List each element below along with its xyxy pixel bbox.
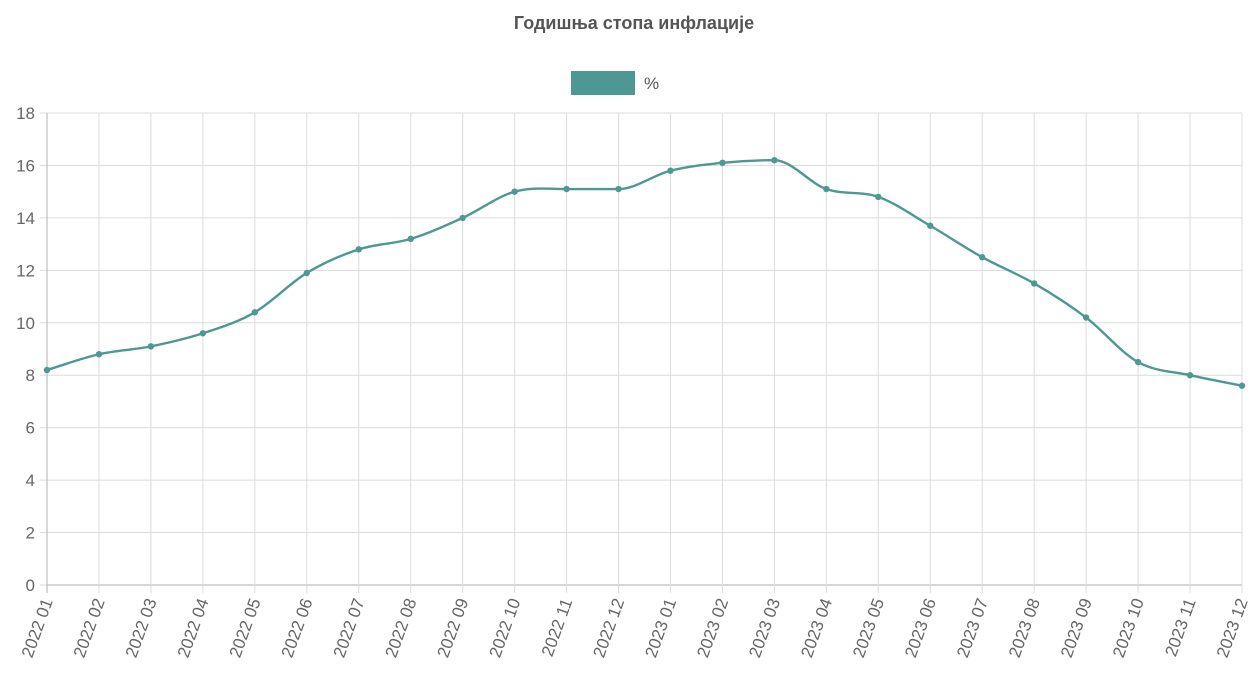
data-point[interactable]	[199, 330, 207, 337]
y-tick-label: 4	[26, 471, 35, 490]
data-point[interactable]	[823, 185, 830, 193]
data-point[interactable]	[667, 167, 674, 174]
x-tick-label: 2022 07	[330, 596, 369, 660]
data-point[interactable]	[1238, 382, 1246, 389]
y-tick-label: 16	[16, 156, 35, 175]
x-tick-label: 2022 09	[434, 596, 473, 660]
x-tick-label: 2023 01	[641, 596, 680, 660]
legend-label: %	[644, 74, 659, 93]
y-tick-label: 12	[16, 261, 35, 280]
data-point[interactable]	[95, 351, 103, 358]
y-tick-label: 6	[26, 419, 35, 438]
y-axis-ticks: 0 2 4 6 8 10 12 14 16 18	[16, 104, 35, 595]
x-tick-label: 2023 07	[953, 596, 992, 660]
legend[interactable]: %	[571, 71, 659, 95]
y-tick-label: 10	[16, 314, 35, 333]
x-tick-label: 2022 06	[278, 596, 317, 660]
y-tick-label: 2	[26, 524, 35, 543]
y-tick-label: 0	[26, 576, 35, 595]
data-point[interactable]	[771, 157, 778, 164]
data-point[interactable]	[979, 254, 986, 261]
data-point[interactable]	[563, 185, 570, 193]
x-tick-label: 2022 12	[589, 596, 628, 660]
x-tick-label: 2023 12	[1213, 596, 1252, 660]
x-tick-label: 2022 03	[122, 596, 161, 660]
data-point[interactable]	[927, 222, 934, 229]
data-point[interactable]	[355, 246, 362, 253]
data-point[interactable]	[1082, 314, 1090, 321]
x-tick-label: 2022 11	[538, 596, 576, 659]
data-point[interactable]	[615, 185, 622, 193]
x-tick-label: 2023 10	[1109, 596, 1148, 660]
chart-title: Годишња стопа инфлације	[514, 13, 754, 33]
x-tick-label: 2023 05	[849, 596, 888, 660]
x-axis-ticks: 2022 01 2022 02 2022 03 2022 04 2022 05 2022 …	[18, 596, 1252, 660]
x-tick-label: 2022 02	[70, 596, 109, 660]
legend-swatch	[571, 71, 635, 95]
data-point[interactable]	[511, 188, 518, 195]
x-tick-label: 2023 09	[1057, 596, 1096, 660]
data-point[interactable]	[407, 235, 414, 243]
x-tick-label: 2023 08	[1005, 596, 1044, 660]
series	[43, 157, 1246, 389]
x-tick-label: 2022 01	[18, 596, 57, 660]
data-point[interactable]	[1134, 358, 1142, 366]
x-tick-label: 2023 04	[797, 596, 836, 660]
data-point[interactable]	[147, 343, 155, 350]
data-point[interactable]	[459, 214, 466, 222]
x-tick-label: 2022 10	[485, 596, 524, 660]
data-point[interactable]	[43, 366, 51, 374]
x-tick-label: 2023 06	[901, 596, 940, 660]
series-line	[46, 158, 1243, 387]
data-point[interactable]	[875, 193, 882, 201]
y-tick-label: 18	[16, 104, 35, 123]
x-tick-label: 2023 11	[1161, 596, 1199, 659]
x-tick-label: 2022 04	[174, 596, 213, 660]
data-point[interactable]	[303, 269, 310, 277]
x-tick-label: 2023 02	[693, 596, 732, 660]
data-point[interactable]	[719, 159, 726, 167]
data-point[interactable]	[251, 309, 259, 316]
data-point[interactable]	[1186, 372, 1194, 379]
data-point[interactable]	[1030, 280, 1038, 287]
grid	[40, 112, 1243, 593]
x-tick-label: 2022 05	[226, 596, 265, 660]
x-tick-label: 2023 03	[745, 596, 784, 660]
y-tick-label: 14	[16, 209, 35, 228]
y-tick-label: 8	[26, 366, 35, 385]
x-tick-label: 2022 08	[382, 596, 421, 660]
